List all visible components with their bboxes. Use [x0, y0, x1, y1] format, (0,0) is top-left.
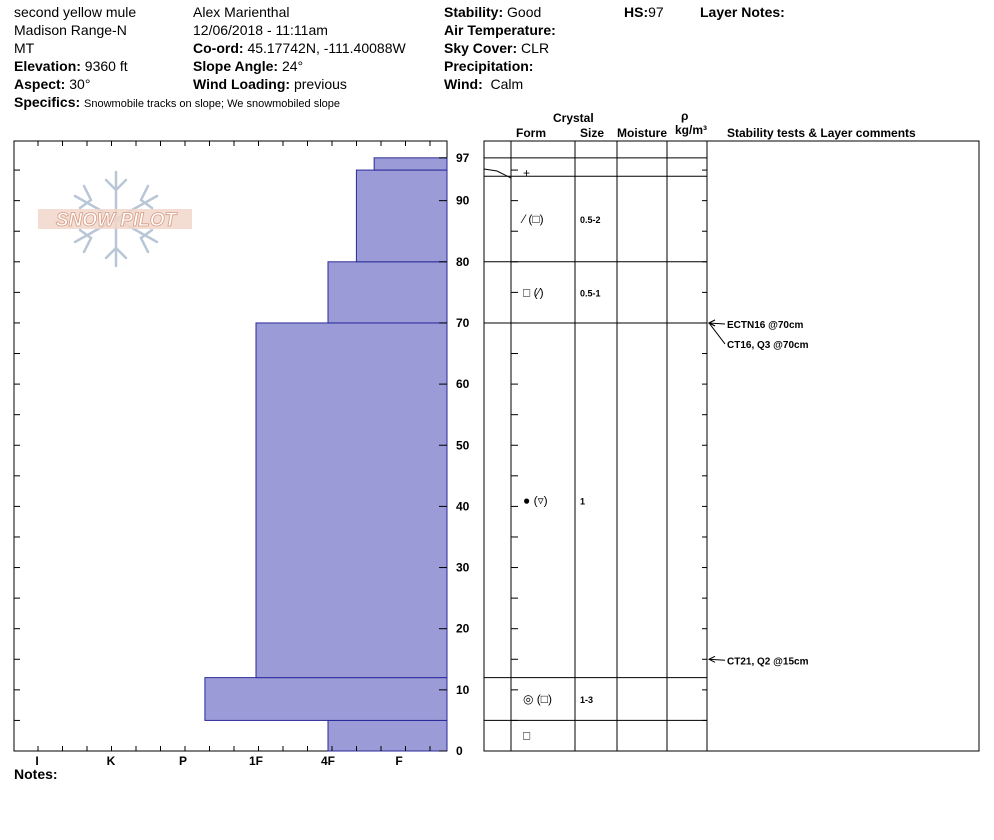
test-arrow-icon	[707, 319, 716, 327]
elevation-value: 9360 ft	[84, 58, 128, 74]
crystal-size-2: 0.5-2	[580, 215, 601, 225]
hs-label: HS:	[624, 4, 649, 20]
y-tick-label: 20	[456, 622, 470, 636]
form-header: Form	[516, 126, 546, 140]
y-tick-label: 97	[456, 151, 470, 165]
crystal-form-3: □ (⁄)	[523, 285, 544, 299]
hardness-label-I: I	[35, 754, 38, 768]
hs-value: 97	[648, 4, 664, 20]
layer-notes-label: Layer Notes:	[700, 4, 785, 20]
y-tick-label: 40	[456, 499, 470, 513]
test-arrow-icon	[707, 655, 716, 663]
hardness-label-1F: 1F	[249, 754, 263, 768]
hardness-label-K: K	[107, 754, 116, 768]
y-tick-label: 30	[456, 561, 470, 575]
stability-test-2: CT21, Q2 @15cm	[727, 656, 809, 667]
test-leader-line	[708, 658, 726, 661]
layer-connector-line	[483, 168, 512, 179]
stability-row: Stability: Good	[444, 4, 541, 21]
logo-text: SNOW PILOT	[56, 210, 178, 231]
elevation-label: Elevation:	[14, 58, 81, 74]
hardness-bar-0	[327, 719, 448, 752]
crystal-size-4: 1	[580, 496, 585, 506]
tests-header: Stability tests & Layer comments	[727, 126, 916, 140]
y-tick-label: 70	[456, 316, 470, 330]
stability-test-0: ECTN16 @70cm	[727, 320, 804, 331]
slope-row: Slope Angle: 24°	[193, 58, 303, 75]
layer-table-frame	[483, 140, 980, 752]
notes-label: Notes:	[14, 766, 58, 782]
coord-label: Co-ord:	[193, 40, 244, 56]
slope-value: 24°	[281, 58, 304, 74]
specifics-label: Specifics:	[14, 94, 81, 110]
crystal-form-5: ◎ (□)	[523, 692, 552, 706]
sky-cover-row: Sky Cover: CLR	[444, 40, 549, 57]
wind-loading-label: Wind Loading:	[193, 76, 291, 92]
hardness-label-P: P	[179, 754, 187, 768]
pit-name: second yellow mule	[14, 4, 137, 20]
crystal-form-1: +	[523, 166, 530, 180]
sky-cover-value: CLR	[521, 40, 550, 56]
specifics-row: Specifics: Snowmobile tracks on slope; W…	[14, 94, 340, 113]
crystal-size-5: 1-3	[580, 695, 593, 705]
hardness-bar-1	[204, 677, 448, 721]
aspect-label: Aspect:	[14, 76, 66, 92]
y-tick-label: 80	[456, 255, 470, 269]
crystal-form-2: ⁄ (□)	[520, 212, 544, 226]
stability-value: Good	[507, 4, 542, 20]
test-leader-line	[708, 322, 726, 325]
aspect-row: Aspect: 30°	[14, 76, 90, 93]
y-tick-label: 90	[456, 194, 470, 208]
hardness-label-F: F	[395, 754, 402, 768]
datetime: 12/06/2018 - 11:11am	[193, 22, 328, 38]
hs-row: HS:97	[624, 4, 664, 21]
crystal-form-4: ● (▿)	[523, 493, 548, 507]
sky-cover-label: Sky Cover:	[444, 40, 518, 56]
observer: Alex Marienthal	[193, 4, 290, 20]
stability-label: Stability:	[444, 4, 504, 20]
hardness-bar-3	[327, 261, 448, 324]
air-temp-label: Air Temperature:	[444, 22, 556, 38]
slope-label: Slope Angle:	[193, 58, 279, 74]
test-leader-line	[708, 322, 726, 345]
hardness-bar-2	[255, 322, 448, 679]
density-unit-header: kg/m³	[675, 123, 708, 137]
y-tick-label: 60	[456, 377, 470, 391]
wind-row: Wind: Calm	[444, 76, 523, 93]
size-header: Size	[580, 126, 605, 140]
aspect-value: 30°	[69, 76, 91, 92]
rho-header: ρ	[681, 109, 689, 123]
precip-label: Precipitation:	[444, 58, 534, 74]
crystal-size-3: 0.5-1	[580, 288, 601, 298]
moisture-header: Moisture	[617, 126, 668, 140]
y-tick-label: 10	[456, 683, 470, 697]
state: MT	[14, 40, 35, 56]
stability-test-1: CT16, Q3 @70cm	[727, 340, 809, 351]
specifics-value: Snowmobile tracks on slope; We snowmobil…	[84, 98, 341, 110]
crystal-header: Crystal	[553, 111, 594, 125]
elevation-row: Elevation: 9360 ft	[14, 58, 128, 75]
hardness-bar-5	[373, 157, 448, 171]
coord-row: Co-ord: 45.17742N, -111.40088W	[193, 40, 406, 57]
wind-loading-row: Wind Loading: previous	[193, 76, 347, 93]
y-tick-label: 50	[456, 438, 470, 452]
hardness-bar-4	[355, 169, 448, 263]
mountain-range: Madison Range-N	[14, 22, 127, 38]
wind-label: Wind:	[444, 76, 483, 92]
logo-banner	[38, 209, 192, 229]
wind-value: Calm	[490, 76, 524, 92]
hardness-label-4F: 4F	[321, 754, 335, 768]
coord-value: 45.17742N, -111.40088W	[247, 40, 406, 56]
y-tick-label: 0	[456, 744, 463, 758]
crystal-form-6: □	[523, 729, 530, 743]
wind-loading-value: previous	[293, 76, 347, 92]
